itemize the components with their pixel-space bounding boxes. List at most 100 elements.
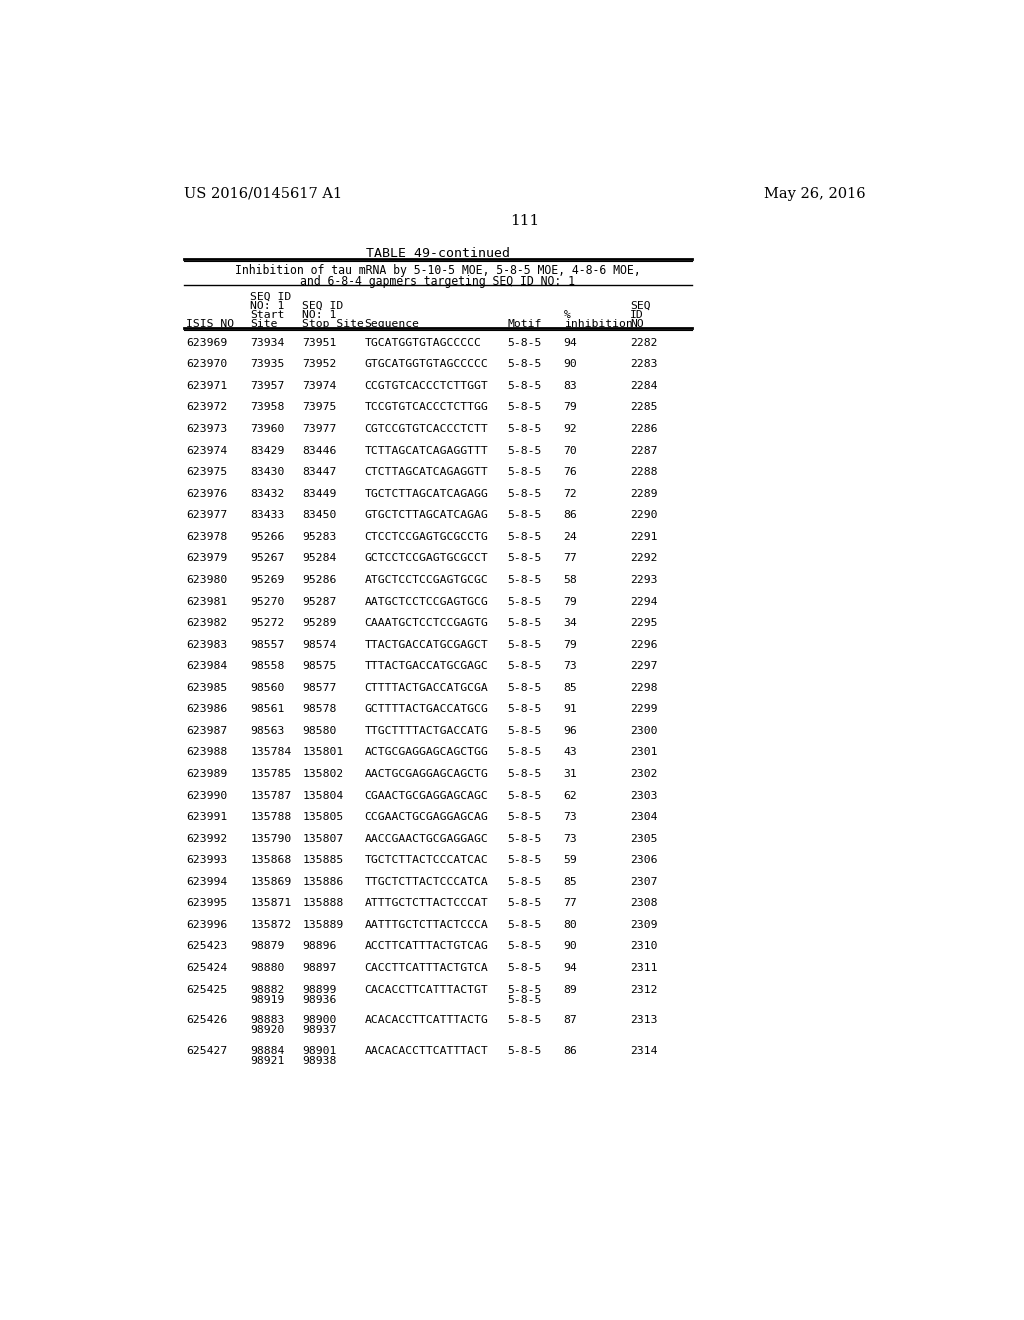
Text: 135889: 135889 (302, 920, 344, 929)
Text: 623985: 623985 (186, 682, 227, 693)
Text: 89: 89 (563, 985, 578, 994)
Text: 2291: 2291 (630, 532, 657, 541)
Text: 625425: 625425 (186, 985, 227, 994)
Text: 98557: 98557 (251, 640, 285, 649)
Text: 95272: 95272 (251, 618, 285, 628)
Text: 623991: 623991 (186, 812, 227, 822)
Text: 98899: 98899 (302, 985, 337, 994)
Text: 5-8-5: 5-8-5 (508, 553, 542, 564)
Text: 98938: 98938 (302, 1056, 337, 1067)
Text: 623974: 623974 (186, 446, 227, 455)
Text: GTGCATGGTGTAGCCCCC: GTGCATGGTGTAGCCCCC (365, 359, 488, 370)
Text: 73952: 73952 (302, 359, 337, 370)
Text: 95270: 95270 (251, 597, 285, 606)
Text: 623975: 623975 (186, 467, 227, 477)
Text: 623989: 623989 (186, 770, 227, 779)
Text: 98558: 98558 (251, 661, 285, 671)
Text: 5-8-5: 5-8-5 (508, 424, 542, 434)
Text: CTCCTCCGAGTGCGCCTG: CTCCTCCGAGTGCGCCTG (365, 532, 488, 541)
Text: 135787: 135787 (251, 791, 292, 800)
Text: CCGAACTGCGAGGAGCAG: CCGAACTGCGAGGAGCAG (365, 812, 488, 822)
Text: 111: 111 (510, 214, 540, 228)
Text: CAAATGCTCCTCCGAGTG: CAAATGCTCCTCCGAGTG (365, 618, 488, 628)
Text: 2307: 2307 (630, 876, 657, 887)
Text: 623973: 623973 (186, 424, 227, 434)
Text: CTTTTACTGACCATGCGA: CTTTTACTGACCATGCGA (365, 682, 488, 693)
Text: 73: 73 (563, 834, 578, 843)
Text: 86: 86 (563, 511, 578, 520)
Text: 5-8-5: 5-8-5 (508, 747, 542, 758)
Text: 623977: 623977 (186, 511, 227, 520)
Text: SEQ: SEQ (630, 301, 651, 310)
Text: 5-8-5: 5-8-5 (508, 855, 542, 865)
Text: 80: 80 (563, 920, 578, 929)
Text: 95269: 95269 (251, 576, 285, 585)
Text: TCCGTGTCACCCTCTTGG: TCCGTGTCACCCTCTTGG (365, 403, 488, 412)
Text: 73958: 73958 (251, 403, 285, 412)
Text: 135784: 135784 (251, 747, 292, 758)
Text: 73975: 73975 (302, 403, 337, 412)
Text: 135790: 135790 (251, 834, 292, 843)
Text: 623981: 623981 (186, 597, 227, 606)
Text: 95266: 95266 (251, 532, 285, 541)
Text: 98560: 98560 (251, 682, 285, 693)
Text: %: % (563, 310, 570, 319)
Text: 94: 94 (563, 338, 578, 347)
Text: 95284: 95284 (302, 553, 337, 564)
Text: 72: 72 (563, 488, 578, 499)
Text: 98561: 98561 (251, 705, 285, 714)
Text: 135804: 135804 (302, 791, 344, 800)
Text: 5-8-5: 5-8-5 (508, 876, 542, 887)
Text: 91: 91 (563, 705, 578, 714)
Text: 623980: 623980 (186, 576, 227, 585)
Text: 2283: 2283 (630, 359, 657, 370)
Text: 95283: 95283 (302, 532, 337, 541)
Text: 73951: 73951 (302, 338, 337, 347)
Text: 98578: 98578 (302, 705, 337, 714)
Text: 2293: 2293 (630, 576, 657, 585)
Text: 98879: 98879 (251, 941, 285, 952)
Text: NO: 1: NO: 1 (251, 301, 285, 310)
Text: 24: 24 (563, 532, 578, 541)
Text: 31: 31 (563, 770, 578, 779)
Text: 85: 85 (563, 876, 578, 887)
Text: 5-8-5: 5-8-5 (508, 488, 542, 499)
Text: 83432: 83432 (251, 488, 285, 499)
Text: TTTACTGACCATGCGAGC: TTTACTGACCATGCGAGC (365, 661, 488, 671)
Text: 73960: 73960 (251, 424, 285, 434)
Text: ATGCTCCTCCGAGTGCGC: ATGCTCCTCCGAGTGCGC (365, 576, 488, 585)
Text: 98900: 98900 (302, 1015, 337, 1026)
Text: 58: 58 (563, 576, 578, 585)
Text: 623976: 623976 (186, 488, 227, 499)
Text: ISIS NO: ISIS NO (186, 319, 234, 329)
Text: 73934: 73934 (251, 338, 285, 347)
Text: 5-8-5: 5-8-5 (508, 770, 542, 779)
Text: 98920: 98920 (251, 1026, 285, 1035)
Text: 623986: 623986 (186, 705, 227, 714)
Text: 5-8-5: 5-8-5 (508, 661, 542, 671)
Text: 83446: 83446 (302, 446, 337, 455)
Text: 135801: 135801 (302, 747, 344, 758)
Text: 625423: 625423 (186, 941, 227, 952)
Text: 623992: 623992 (186, 834, 227, 843)
Text: 5-8-5: 5-8-5 (508, 985, 542, 994)
Text: 2305: 2305 (630, 834, 657, 843)
Text: 5-8-5: 5-8-5 (508, 899, 542, 908)
Text: 79: 79 (563, 597, 578, 606)
Text: 83450: 83450 (302, 511, 337, 520)
Text: 2314: 2314 (630, 1047, 657, 1056)
Text: 2287: 2287 (630, 446, 657, 455)
Text: ACACACCTTCATTTACTG: ACACACCTTCATTTACTG (365, 1015, 488, 1026)
Text: CACACCTTCATTTACTGT: CACACCTTCATTTACTGT (365, 985, 488, 994)
Text: 98919: 98919 (251, 995, 285, 1005)
Text: 135872: 135872 (251, 920, 292, 929)
Text: ACCTTCATTTACTGTCAG: ACCTTCATTTACTGTCAG (365, 941, 488, 952)
Text: Site: Site (251, 319, 278, 329)
Text: 5-8-5: 5-8-5 (508, 834, 542, 843)
Text: SEQ ID: SEQ ID (302, 301, 344, 310)
Text: 135869: 135869 (251, 876, 292, 887)
Text: 2301: 2301 (630, 747, 657, 758)
Text: 135885: 135885 (302, 855, 344, 865)
Text: AATTTGCTCTTACTCCCA: AATTTGCTCTTACTCCCA (365, 920, 488, 929)
Text: 135805: 135805 (302, 812, 344, 822)
